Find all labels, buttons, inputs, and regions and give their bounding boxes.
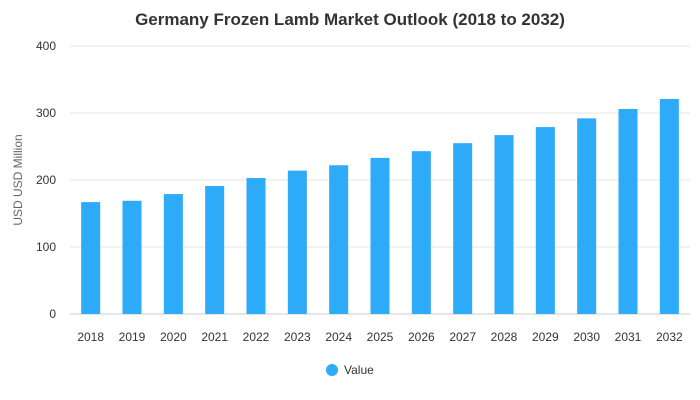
bar-2021[interactable]: [205, 186, 225, 314]
legend[interactable]: Value: [326, 363, 374, 377]
x-axis-ticks: 2018 2019 2020 2021 2022 2023 2024 2025 2026 2027…: [77, 330, 683, 344]
bar-2027[interactable]: [453, 143, 473, 314]
x-tick-label: 2029: [532, 330, 559, 344]
x-tick-label: 2028: [491, 330, 518, 344]
x-tick-label: 2032: [656, 330, 683, 344]
bar-2022[interactable]: [246, 177, 266, 314]
y-tick-label: 200: [36, 173, 56, 187]
bar-2018[interactable]: [81, 202, 101, 314]
legend-marker-value: [326, 364, 338, 376]
bar-2025[interactable]: [370, 157, 390, 314]
x-tick-label: 2024: [325, 330, 352, 344]
x-tick-label: 2026: [408, 330, 435, 344]
bars: [81, 98, 679, 315]
y-axis-label: USD USD Million: [11, 134, 25, 225]
x-tick-label: 2018: [77, 330, 104, 344]
chart-title: Germany Frozen Lamb Market Outlook (2018…: [135, 10, 565, 29]
y-tick-label: 300: [36, 106, 56, 120]
bar-2032[interactable]: [659, 98, 679, 315]
bar-2028[interactable]: [494, 135, 514, 314]
x-tick-label: 2023: [284, 330, 311, 344]
bar-2031[interactable]: [618, 108, 638, 314]
bar-2029[interactable]: [535, 127, 555, 314]
y-tick-label: 400: [36, 39, 56, 53]
bar-2023[interactable]: [287, 170, 307, 314]
bar-2020[interactable]: [163, 194, 183, 314]
bar-2026[interactable]: [411, 151, 431, 314]
x-tick-label: 2020: [160, 330, 187, 344]
x-tick-label: 2021: [201, 330, 228, 344]
x-tick-label: 2019: [119, 330, 146, 344]
x-tick-label: 2022: [243, 330, 270, 344]
x-tick-label: 2027: [449, 330, 476, 344]
x-tick-label: 2030: [573, 330, 600, 344]
y-axis-ticks: 0 100 200 300 400: [36, 39, 56, 321]
bar-2030[interactable]: [577, 118, 597, 314]
bar-2024[interactable]: [329, 165, 349, 314]
legend-label-value: Value: [344, 363, 374, 377]
x-tick-label: 2031: [615, 330, 642, 344]
y-tick-label: 100: [36, 240, 56, 254]
bar-2019[interactable]: [122, 200, 142, 314]
y-tick-label: 0: [49, 307, 56, 321]
x-tick-label: 2025: [367, 330, 394, 344]
